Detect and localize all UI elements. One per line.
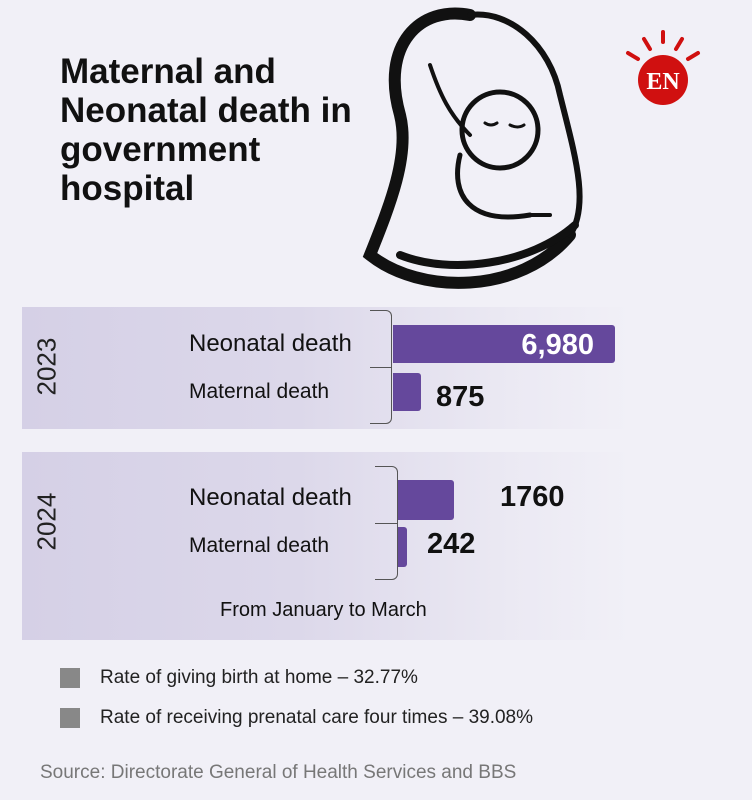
legend-item: Rate of receiving prenatal care four tim… bbox=[60, 707, 533, 729]
year-label: 2023 bbox=[31, 337, 62, 396]
value-label: 1760 bbox=[500, 481, 565, 513]
bar-label: Maternal death bbox=[189, 534, 330, 557]
mother-baby-illustration bbox=[362, 7, 583, 289]
source-text: Source: Directorate General of Health Se… bbox=[40, 762, 517, 783]
bar-2024-neonatal bbox=[398, 480, 454, 520]
en-logo: EN bbox=[626, 30, 700, 105]
legend-text: Rate of receiving prenatal care four tim… bbox=[100, 707, 534, 728]
period-note: From January to March bbox=[220, 599, 427, 621]
svg-text:EN: EN bbox=[646, 69, 680, 95]
value-label: 6,980 bbox=[521, 329, 594, 361]
bar-2024-maternal bbox=[398, 527, 407, 567]
square-bullet-icon bbox=[60, 708, 80, 728]
page-title: Maternal and Neonatal death in governmen… bbox=[60, 52, 352, 208]
bar-2023-maternal bbox=[393, 373, 421, 411]
panel-2024: 2024 Neonatal death Maternal death 1760 … bbox=[22, 452, 632, 640]
year-label: 2024 bbox=[31, 492, 62, 551]
value-label: 875 bbox=[436, 381, 485, 413]
legend-text: Rate of giving birth at home – 32.77% bbox=[100, 667, 418, 688]
panel-2023: 2023 Neonatal death Maternal death 6,980… bbox=[22, 307, 632, 429]
bracket-divider bbox=[375, 523, 398, 524]
bar-2023-neonatal bbox=[393, 325, 615, 363]
bar-label: Neonatal death bbox=[189, 330, 352, 357]
value-label: 242 bbox=[427, 528, 476, 560]
bar-label: Neonatal death bbox=[189, 484, 352, 511]
square-bullet-icon bbox=[60, 668, 80, 688]
bar-label: Maternal death bbox=[189, 380, 330, 403]
legend-item: Rate of giving birth at home – 32.77% bbox=[60, 667, 418, 689]
bracket-divider bbox=[370, 367, 392, 368]
